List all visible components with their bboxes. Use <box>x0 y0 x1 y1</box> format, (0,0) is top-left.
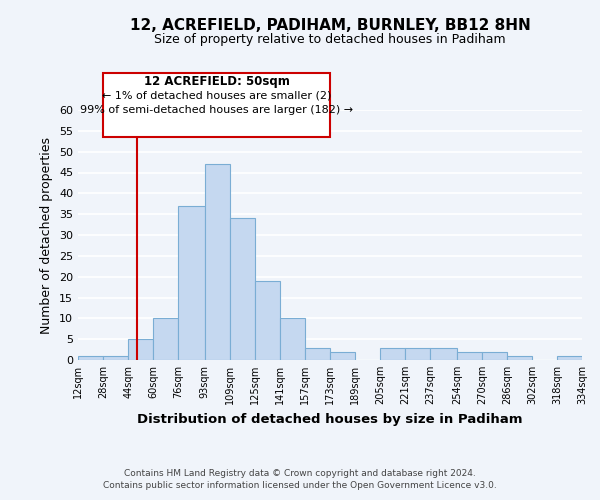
Bar <box>128 339 153 360</box>
Bar <box>78 356 103 360</box>
Bar <box>557 356 582 360</box>
Bar <box>280 318 305 360</box>
Bar <box>380 348 405 360</box>
Text: 12, ACREFIELD, PADIHAM, BURNLEY, BB12 8HN: 12, ACREFIELD, PADIHAM, BURNLEY, BB12 8H… <box>130 18 530 32</box>
Text: ← 1% of detached houses are smaller (2): ← 1% of detached houses are smaller (2) <box>102 91 331 101</box>
X-axis label: Distribution of detached houses by size in Padiham: Distribution of detached houses by size … <box>137 412 523 426</box>
Bar <box>330 352 355 360</box>
Bar <box>405 348 430 360</box>
Bar <box>507 356 532 360</box>
Text: Contains HM Land Registry data © Crown copyright and database right 2024.: Contains HM Land Registry data © Crown c… <box>124 468 476 477</box>
Bar <box>178 206 205 360</box>
Bar <box>430 348 457 360</box>
Bar <box>457 352 482 360</box>
Y-axis label: Number of detached properties: Number of detached properties <box>40 136 53 334</box>
Text: 12 ACREFIELD: 50sqm: 12 ACREFIELD: 50sqm <box>143 75 289 88</box>
Bar <box>230 218 255 360</box>
Bar <box>482 352 507 360</box>
Text: Size of property relative to detached houses in Padiham: Size of property relative to detached ho… <box>154 32 506 46</box>
Text: Contains public sector information licensed under the Open Government Licence v3: Contains public sector information licen… <box>103 481 497 490</box>
Bar <box>205 164 230 360</box>
Bar <box>305 348 330 360</box>
Bar <box>103 356 128 360</box>
Bar <box>255 281 280 360</box>
Bar <box>153 318 178 360</box>
Text: 99% of semi-detached houses are larger (182) →: 99% of semi-detached houses are larger (… <box>80 105 353 115</box>
